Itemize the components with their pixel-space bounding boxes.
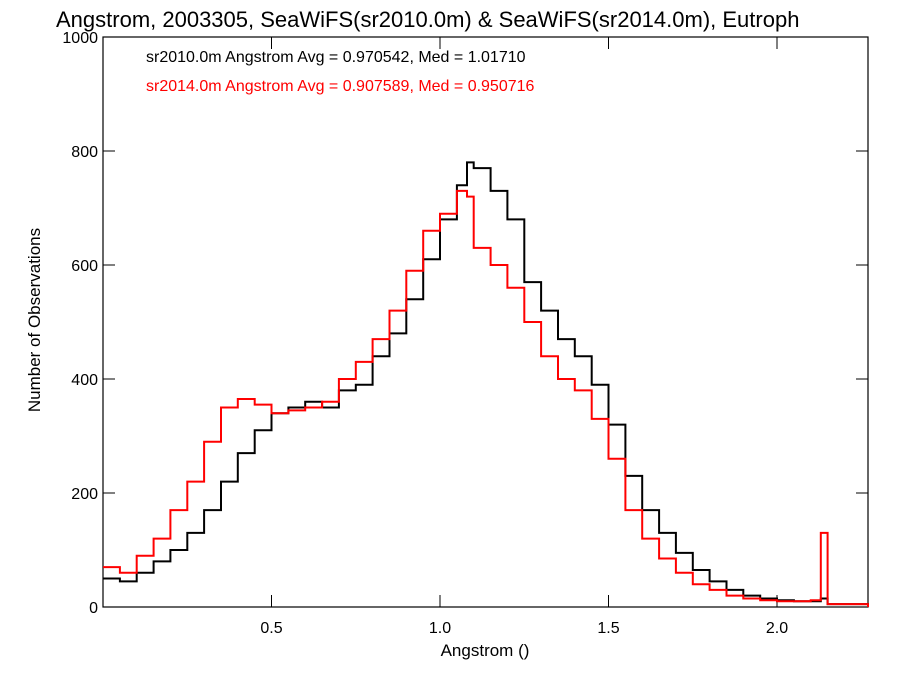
- y-tick-label: 0: [89, 600, 98, 617]
- y-tick-label: 1000: [62, 30, 98, 47]
- series-line-0: [103, 161, 869, 607]
- series-line-1: [103, 189, 869, 607]
- plot-frame: [102, 36, 869, 608]
- annotation-sr2014: sr2014.0m Angstrom Avg = 0.907589, Med =…: [146, 78, 535, 95]
- y-axis-label: Number of Observations: [25, 228, 44, 412]
- y-tick-label: 200: [71, 486, 98, 503]
- x-tick-label: 2.0: [766, 620, 788, 637]
- annotation-sr2010: sr2010.0m Angstrom Avg = 0.970542, Med =…: [146, 49, 526, 66]
- y-axis-ticks: 0 200 400 600 800 1000: [62, 30, 868, 617]
- y-tick-label: 800: [71, 144, 98, 161]
- y-tick-label: 400: [71, 372, 98, 389]
- series-layer: [103, 161, 869, 607]
- chart-title: Angstrom, 2003305, SeaWiFS(sr2010.0m) & …: [56, 7, 799, 32]
- x-axis-ticks: 0.5 1.0 1.5 2.0: [260, 37, 788, 637]
- x-tick-label: 0.5: [260, 620, 282, 637]
- y-tick-label: 600: [71, 258, 98, 275]
- x-tick-label: 1.5: [597, 620, 619, 637]
- x-axis-label: Angstrom (): [441, 641, 530, 660]
- x-tick-label: 1.0: [429, 620, 451, 637]
